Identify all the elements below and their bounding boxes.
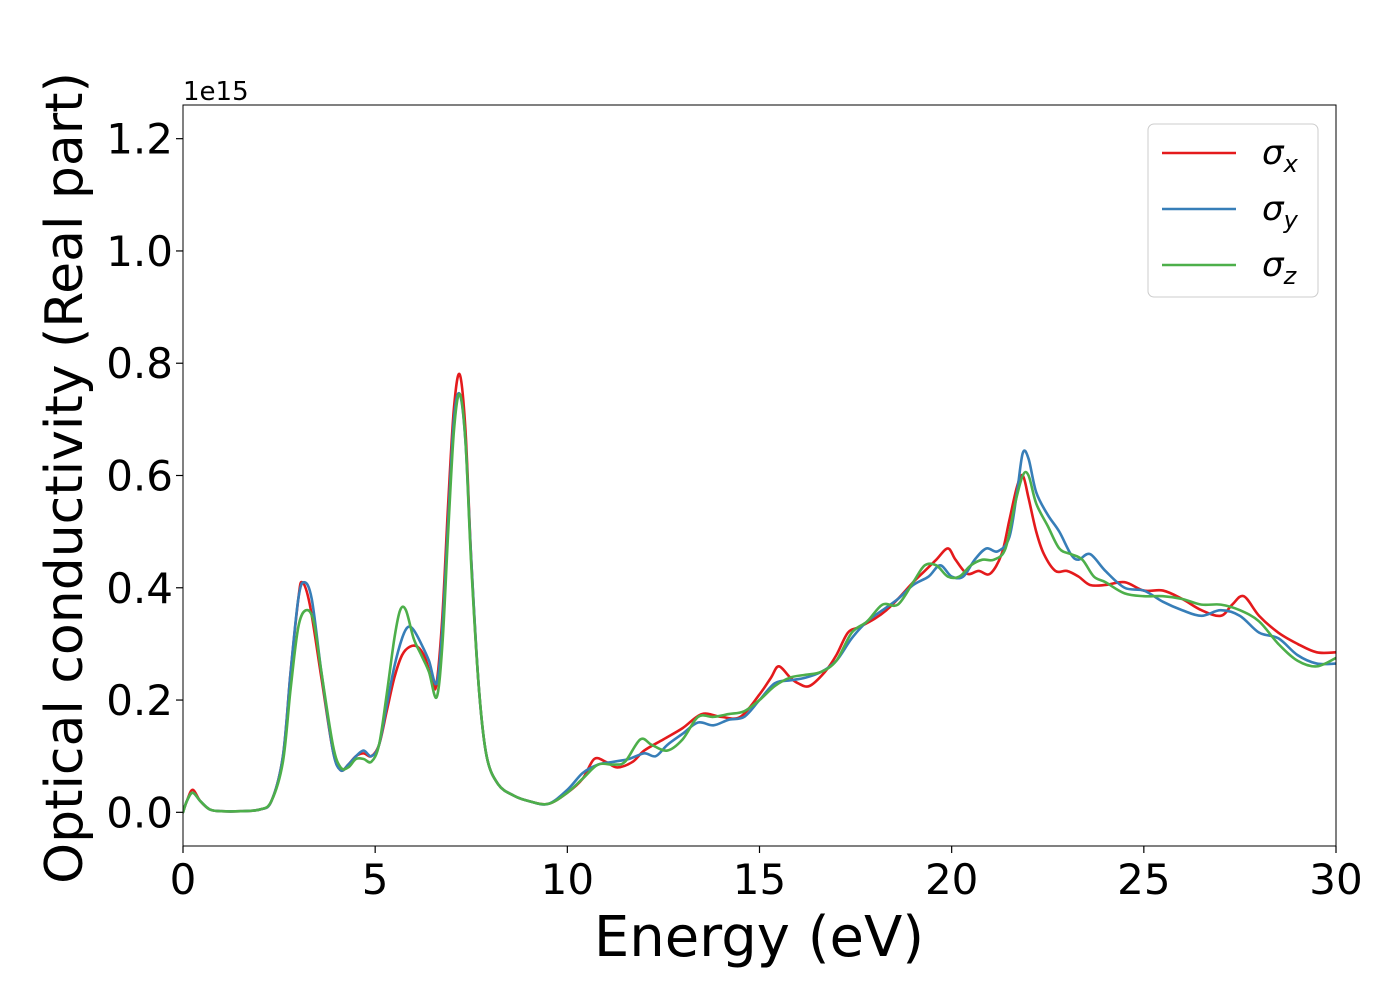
x-tick-label: 0 bbox=[170, 855, 197, 904]
legend-label-symbol: σ bbox=[1262, 245, 1285, 285]
y-tick-label: 0.6 bbox=[106, 452, 173, 501]
y-tick-label: 0.8 bbox=[106, 339, 173, 388]
series-line-sigma-y bbox=[183, 391, 1336, 814]
x-tick-label: 25 bbox=[1117, 855, 1170, 904]
legend-label-sigma-x: σx bbox=[1262, 133, 1299, 178]
legend-label-sigma-z: σz bbox=[1262, 245, 1298, 290]
legend-label-sigma-y: σy bbox=[1262, 189, 1299, 234]
legend-label-subscript: z bbox=[1283, 262, 1298, 290]
x-tick-label: 10 bbox=[541, 855, 594, 904]
legend-label-symbol: σ bbox=[1262, 189, 1285, 229]
x-tick-label: 5 bbox=[362, 855, 389, 904]
y-tick-label: 0.0 bbox=[106, 788, 173, 837]
y-tick-label: 0.2 bbox=[106, 676, 173, 725]
y-tick-label: 1.0 bbox=[106, 227, 173, 276]
y-offset-label: 1e15 bbox=[183, 77, 249, 107]
x-tick-label: 20 bbox=[925, 855, 978, 904]
x-tick-label: 15 bbox=[733, 855, 786, 904]
legend-label-subscript: y bbox=[1283, 206, 1299, 234]
y-axis: 0.0 0.2 0.4 0.6 0.8 1.0 1.2 bbox=[106, 115, 183, 837]
x-axis: 0 5 10 15 20 25 30 bbox=[170, 846, 1363, 904]
x-axis-label: Energy (eV) bbox=[594, 905, 924, 970]
y-tick-label: 0.4 bbox=[106, 564, 173, 613]
series-layer bbox=[183, 372, 1336, 814]
series-line-sigma-z bbox=[183, 392, 1336, 814]
legend-box bbox=[1147, 123, 1319, 298]
legend-label-subscript: x bbox=[1283, 150, 1299, 178]
x-tick-label: 30 bbox=[1309, 855, 1362, 904]
y-tick-label: 1.2 bbox=[106, 115, 173, 164]
legend-label-symbol: σ bbox=[1262, 133, 1285, 173]
y-axis-label: Optical conductivity (Real part) bbox=[35, 72, 95, 884]
